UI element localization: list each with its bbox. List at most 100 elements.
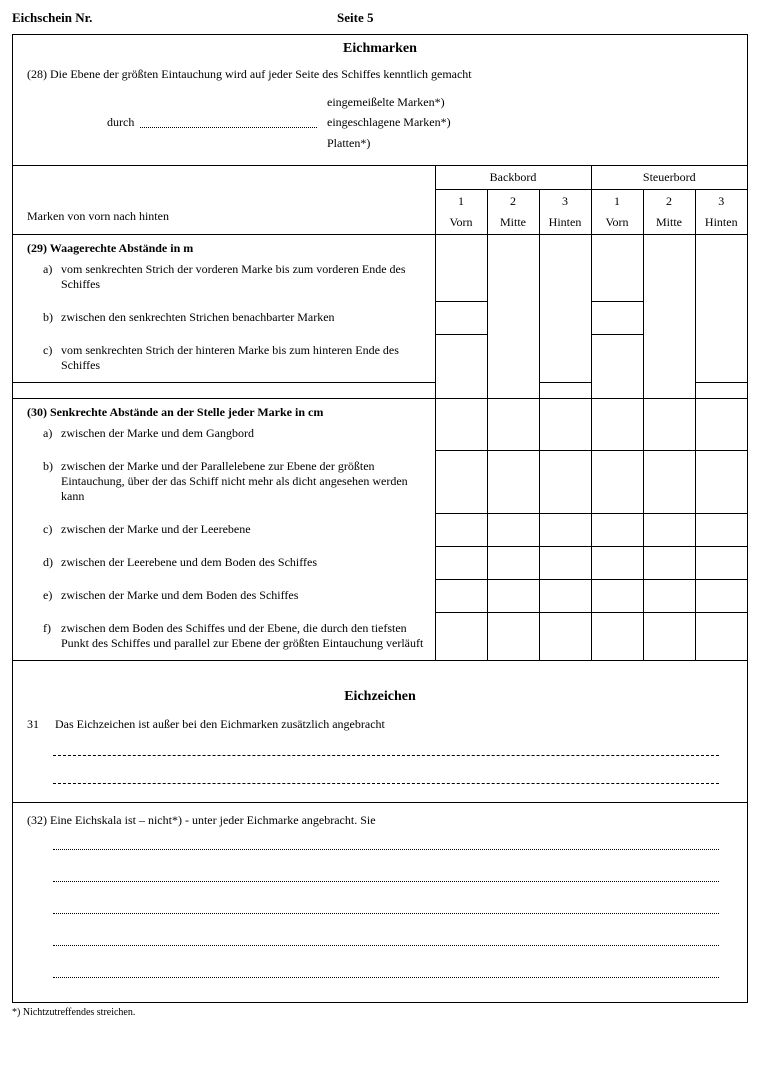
q30-a: zwischen der Marke und dem Gangbord bbox=[61, 426, 425, 441]
q30-d: zwischen der Leerebene und dem Boden des… bbox=[61, 555, 425, 570]
cell-30e-b3[interactable] bbox=[539, 579, 591, 612]
q32-num: (32) bbox=[27, 813, 47, 827]
col-s3-lbl: Hinten bbox=[696, 215, 748, 230]
q30-c: zwischen der Marke und der Leerebene bbox=[61, 522, 425, 537]
question-31: 31 Das Eichzeichen ist außer bei den Eic… bbox=[13, 715, 747, 740]
q29-c: vom senkrechten Strich der hinteren Mark… bbox=[61, 343, 425, 373]
cell-30b-b2[interactable] bbox=[487, 450, 539, 513]
cell-30b-b3[interactable] bbox=[539, 450, 591, 513]
cell-30f-b2[interactable] bbox=[487, 612, 539, 661]
col-b3-lbl: Hinten bbox=[540, 215, 591, 230]
footnote: *) Nichtzutreffendes streichen. bbox=[12, 1007, 748, 1018]
lbl-c: c) bbox=[43, 343, 61, 373]
form-container: Eichmarken (28) Die Ebene der größten Ei… bbox=[12, 34, 748, 1003]
col-s1-lbl: Vorn bbox=[592, 215, 643, 230]
q30-f: zwischen dem Boden des Schiffes und der … bbox=[61, 621, 425, 651]
q28-options: eingemeißelte Marken*) eingeschlagene Ma… bbox=[327, 92, 451, 153]
col-b2-num: 2 bbox=[488, 194, 539, 209]
q30-e: zwischen der Marke und dem Boden des Sch… bbox=[61, 588, 425, 603]
cell-30d-b3[interactable] bbox=[539, 546, 591, 579]
cell-29b-s1[interactable] bbox=[591, 301, 643, 334]
col-b1-lbl: Vorn bbox=[436, 215, 487, 230]
cell-30d-s1[interactable] bbox=[591, 546, 643, 579]
cell-30d-b1[interactable] bbox=[435, 546, 487, 579]
header-right: Seite 5 bbox=[337, 10, 373, 26]
lbl-a: a) bbox=[43, 262, 61, 292]
header-left: Eichschein Nr. bbox=[12, 10, 337, 26]
cell-30e-s3[interactable] bbox=[695, 579, 747, 612]
col-s2-num: 2 bbox=[644, 194, 695, 209]
q29-a: vom senkrechten Strich der vorderen Mark… bbox=[61, 262, 425, 292]
cell-29a-s1[interactable] bbox=[591, 235, 643, 302]
hdr-steuerbord: Steuerbord bbox=[591, 166, 747, 190]
cell-30f-s3[interactable] bbox=[695, 612, 747, 661]
durch-input-line[interactable] bbox=[140, 118, 317, 128]
lbl-b: b) bbox=[43, 310, 61, 325]
row-label: Marken von vorn nach hinten bbox=[27, 209, 169, 223]
cell-30a-s2[interactable] bbox=[643, 399, 695, 451]
q31-line-2[interactable] bbox=[53, 768, 719, 784]
cell-29ab-b2[interactable] bbox=[487, 235, 539, 335]
cell-30f-s1[interactable] bbox=[591, 612, 643, 661]
q28-opt1: eingemeißelte Marken*) bbox=[327, 92, 451, 112]
hdr-backbord: Backbord bbox=[435, 166, 591, 190]
cell-29c-b3[interactable] bbox=[539, 334, 591, 383]
cell-30a-s1[interactable] bbox=[591, 399, 643, 451]
cell-30b-s3[interactable] bbox=[695, 450, 747, 513]
cell-30a-b3[interactable] bbox=[539, 399, 591, 451]
cell-30f-s2[interactable] bbox=[643, 612, 695, 661]
cell-29a-b1[interactable] bbox=[435, 235, 487, 302]
question-28: (28) Die Ebene der größten Eintauchung w… bbox=[13, 67, 747, 165]
cell-30b-s2[interactable] bbox=[643, 450, 695, 513]
cell-30b-b1[interactable] bbox=[435, 450, 487, 513]
q28-opt3: Platten*) bbox=[327, 133, 451, 153]
q32-line-2[interactable] bbox=[53, 864, 719, 882]
cell-30a-s3[interactable] bbox=[695, 399, 747, 451]
col-s2-lbl: Mitte bbox=[644, 215, 695, 230]
q30-head: Senkrechte Abstände an der Stelle jeder … bbox=[50, 405, 323, 419]
q32-line-5[interactable] bbox=[53, 960, 719, 978]
cell-30f-b3[interactable] bbox=[539, 612, 591, 661]
q28-text: Die Ebene der größten Eintauchung wird a… bbox=[50, 67, 472, 81]
cell-30e-s2[interactable] bbox=[643, 579, 695, 612]
q32-text: Eine Eichskala ist – nicht*) - unter jed… bbox=[50, 813, 376, 827]
cell-30b-s1[interactable] bbox=[591, 450, 643, 513]
cell-30d-s3[interactable] bbox=[695, 546, 747, 579]
cell-30d-s2[interactable] bbox=[643, 546, 695, 579]
q28-number: (28) bbox=[27, 67, 47, 82]
q31-line-1[interactable] bbox=[53, 740, 719, 756]
cell-29c-b1[interactable] bbox=[435, 334, 487, 383]
cell-30e-b2[interactable] bbox=[487, 579, 539, 612]
cell-30c-b1[interactable] bbox=[435, 513, 487, 546]
durch-label: durch bbox=[107, 115, 134, 130]
q31-num: 31 bbox=[27, 717, 45, 732]
cell-30c-b2[interactable] bbox=[487, 513, 539, 546]
cell-30c-b3[interactable] bbox=[539, 513, 591, 546]
cell-30c-s3[interactable] bbox=[695, 513, 747, 546]
cell-29c-s2[interactable] bbox=[643, 334, 695, 383]
cell-30e-b1[interactable] bbox=[435, 579, 487, 612]
cell-29b-b1[interactable] bbox=[435, 301, 487, 334]
cell-30c-s1[interactable] bbox=[591, 513, 643, 546]
section-eichzeichen-title: Eichzeichen bbox=[13, 689, 747, 715]
q32-line-3[interactable] bbox=[53, 896, 719, 914]
cell-29ab-b3[interactable] bbox=[539, 235, 591, 335]
q30-b: zwischen der Marke und der Parallelebene… bbox=[61, 459, 425, 504]
cell-30a-b1[interactable] bbox=[435, 399, 487, 451]
cell-29c-s3[interactable] bbox=[695, 334, 747, 383]
section-eichmarken-title: Eichmarken bbox=[13, 35, 747, 67]
col-b3-num: 3 bbox=[540, 194, 591, 209]
q32-line-4[interactable] bbox=[53, 928, 719, 946]
cell-30e-s1[interactable] bbox=[591, 579, 643, 612]
q32-line-1[interactable] bbox=[53, 832, 719, 850]
q31-text: Das Eichzeichen ist außer bei den Eichma… bbox=[55, 717, 385, 732]
cell-29c-b2[interactable] bbox=[487, 334, 539, 383]
cell-30f-b1[interactable] bbox=[435, 612, 487, 661]
q28-opt2: eingeschlagene Marken*) bbox=[327, 112, 451, 132]
cell-30d-b2[interactable] bbox=[487, 546, 539, 579]
cell-29ab-s2[interactable] bbox=[643, 235, 695, 335]
cell-30a-b2[interactable] bbox=[487, 399, 539, 451]
cell-29ab-s3[interactable] bbox=[695, 235, 747, 335]
cell-29c-s1[interactable] bbox=[591, 334, 643, 383]
cell-30c-s2[interactable] bbox=[643, 513, 695, 546]
